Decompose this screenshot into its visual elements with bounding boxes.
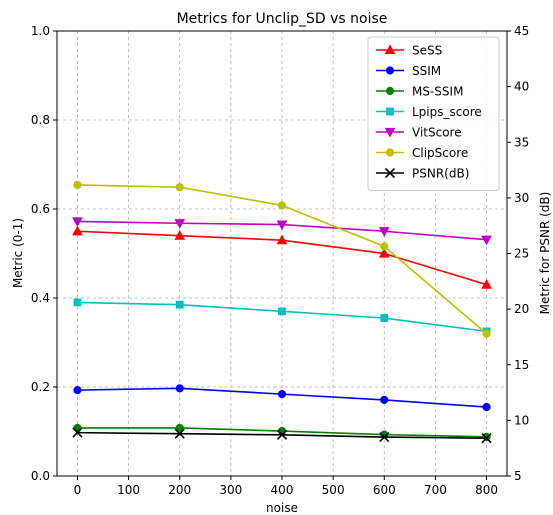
- y2-tick-label: 30: [514, 191, 529, 205]
- y-tick-label: 0.8: [31, 113, 50, 127]
- legend-item: MS-SSIM: [376, 85, 463, 99]
- legend-item: VitScore: [376, 126, 462, 140]
- data-point: [380, 395, 389, 405]
- y2-tick-label: 10: [514, 413, 529, 427]
- y-axis-right: 5 10 15 20 25 30 35 40 45: [507, 24, 529, 483]
- legend-item: SSIM: [376, 64, 441, 78]
- x-axis-label: noise: [266, 501, 298, 515]
- legend-label: PSNR(dB): [412, 167, 469, 181]
- y-tick-label: 0.6: [31, 202, 50, 216]
- legend-label: MS-SSIM: [412, 85, 463, 99]
- series-psnr-db-: [72, 427, 492, 444]
- legend-label: SeSS: [412, 44, 442, 58]
- legend-marker: [384, 44, 396, 55]
- data-point: [378, 227, 390, 237]
- y2-tick-label: 5: [514, 469, 522, 483]
- series-vitscore: [72, 217, 492, 246]
- x-tick-label: 100: [117, 483, 140, 497]
- legend-item: PSNR(dB): [376, 167, 469, 181]
- series-group: [72, 180, 492, 444]
- data-point: [175, 423, 184, 433]
- data-point: [380, 314, 389, 322]
- legend: SeSS SSIM MS-SSIM Lpips_score VitScore ClipSc…: [367, 36, 500, 191]
- x-tick-label: 500: [322, 483, 345, 497]
- legend-label: ClipScore: [412, 146, 468, 160]
- y2-axis-label: Metric for PSNR (dB): [538, 192, 552, 315]
- data-point: [72, 225, 83, 236]
- data-point: [174, 230, 186, 240]
- legend-label: Lpips_score: [412, 105, 482, 119]
- data-point: [380, 242, 389, 251]
- y-tick-label: 0.0: [31, 469, 50, 483]
- x-tick-label: 600: [373, 483, 396, 497]
- data-point: [482, 402, 491, 412]
- data-point: [73, 180, 82, 190]
- x-tick-label: 300: [219, 483, 242, 497]
- y2-tick-label: 45: [514, 24, 529, 38]
- y2-tick-label: 40: [514, 80, 529, 94]
- series-ssim: [73, 384, 491, 412]
- data-point: [72, 217, 83, 227]
- y-tick-label: 1.0: [31, 24, 50, 38]
- data-point: [481, 433, 492, 444]
- y2-tick-label: 20: [514, 302, 529, 316]
- legend-label: SSIM: [412, 64, 441, 78]
- data-point: [72, 427, 83, 438]
- legend-marker: [385, 66, 395, 75]
- y-tick-label: 0.2: [31, 380, 50, 394]
- data-point: [175, 183, 184, 192]
- data-point: [277, 390, 287, 399]
- data-point: [174, 219, 186, 229]
- data-point: [276, 234, 288, 245]
- legend-label: VitScore: [412, 126, 462, 140]
- legend-marker: [384, 127, 396, 138]
- data-point: [276, 220, 288, 231]
- data-point: [174, 428, 185, 439]
- data-point: [481, 235, 492, 246]
- x-tick-label: 700: [424, 483, 447, 497]
- x-tick-label: 400: [271, 483, 294, 497]
- x-tick-label: 0: [74, 483, 82, 497]
- legend-marker: [386, 107, 394, 116]
- series-lpips-score: [73, 298, 491, 336]
- series-clipscore: [73, 180, 491, 338]
- data-point: [481, 279, 492, 289]
- data-point: [73, 298, 82, 307]
- x-tick-label: 800: [475, 483, 498, 497]
- legend-marker: [385, 86, 395, 96]
- x-axis: 0 100 200 300 400 500 600 700 800: [74, 476, 498, 497]
- data-point: [175, 300, 184, 309]
- legend-marker: [384, 167, 396, 179]
- data-point: [277, 426, 287, 436]
- data-point: [73, 386, 82, 395]
- y2-tick-label: 15: [514, 358, 529, 372]
- data-point: [175, 384, 184, 393]
- y-axis-label: Metric (0-1): [11, 218, 25, 288]
- data-point: [482, 329, 491, 338]
- legend-marker: [385, 148, 395, 157]
- y2-tick-label: 35: [514, 135, 529, 149]
- legend-item: SeSS: [376, 44, 442, 58]
- y-axis-left: 0.0 0.2 0.4 0.6 0.8 1.0: [31, 24, 57, 483]
- series-sess: [72, 225, 492, 289]
- data-point: [378, 247, 390, 258]
- data-point: [482, 432, 491, 441]
- data-point: [379, 431, 390, 443]
- legend-item: ClipScore: [376, 146, 468, 160]
- data-point: [276, 429, 288, 440]
- y2-tick-label: 25: [514, 247, 529, 261]
- legend-item: Lpips_score: [376, 105, 482, 119]
- data-point: [278, 307, 286, 316]
- data-point: [277, 201, 287, 210]
- x-tick-label: 200: [168, 483, 191, 497]
- chart-title: Metrics for Unclip_SD vs noise: [177, 11, 388, 27]
- y-tick-label: 0.4: [31, 291, 50, 305]
